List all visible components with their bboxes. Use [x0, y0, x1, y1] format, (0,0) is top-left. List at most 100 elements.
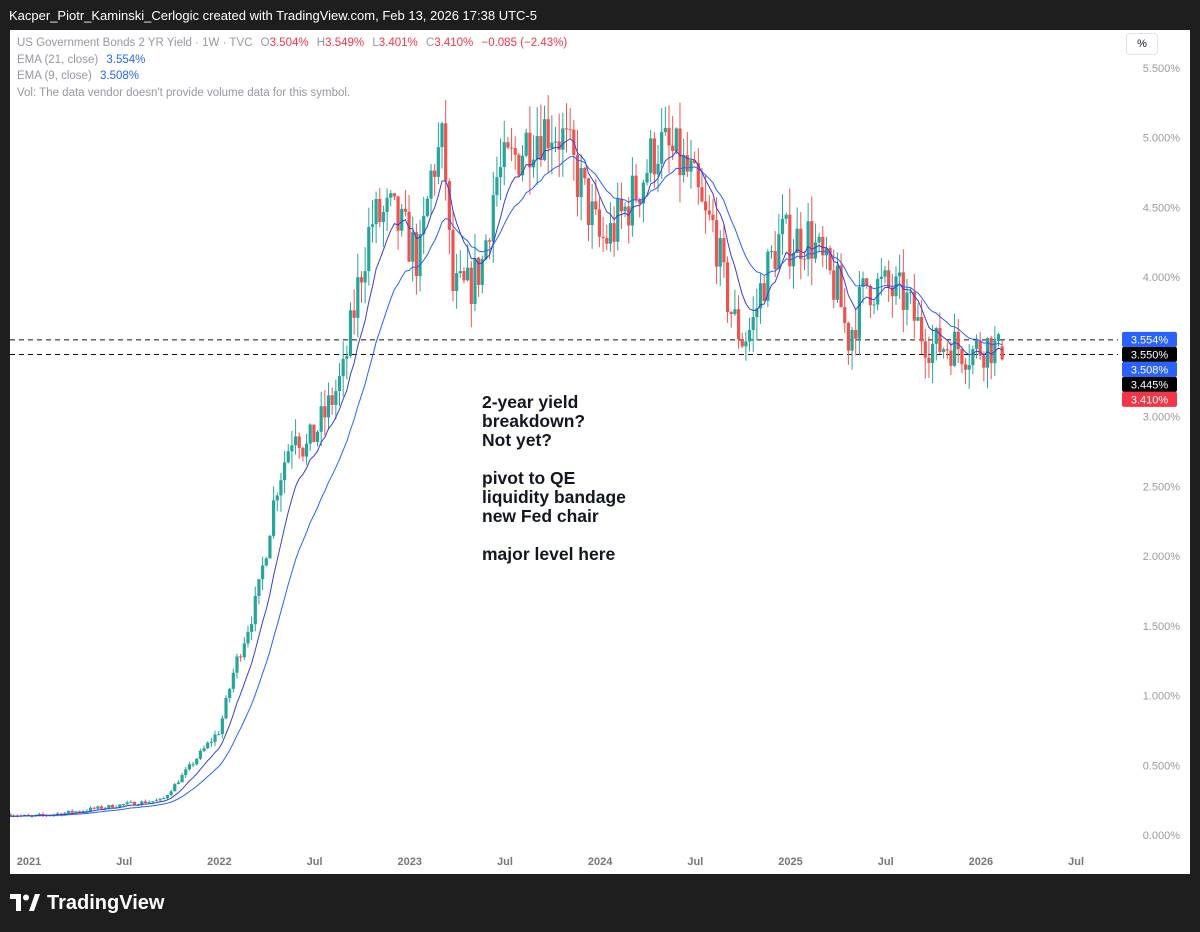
legend-close-value: 3.410% — [434, 37, 474, 49]
candle-body — [656, 163, 660, 175]
candle-body — [649, 138, 653, 173]
candle-body — [945, 349, 949, 351]
x-tick-label: Jul — [497, 856, 513, 868]
x-tick-label: 2024 — [588, 856, 613, 868]
candle-body — [974, 340, 979, 350]
candle-body — [235, 656, 239, 673]
legend-high-value: 3.549% — [325, 37, 365, 49]
chart-panel[interactable]: US Government Bonds 2 YR Yield · 1W · TV… — [10, 30, 1190, 874]
candle-body — [359, 277, 364, 283]
candle-body — [10, 814, 12, 817]
y-tick-label: 4.500% — [1143, 202, 1181, 214]
candle-body — [883, 270, 887, 277]
candle-body — [575, 154, 580, 198]
x-tick-label: 2023 — [398, 856, 422, 868]
candle-body — [846, 322, 850, 351]
candle-body — [293, 436, 298, 446]
legend-ema21-row[interactable]: EMA (21, close) 3.554% — [17, 52, 567, 69]
candle-body — [784, 214, 788, 219]
candle-body — [850, 329, 854, 351]
price-tag-label: 3.550% — [1131, 349, 1169, 361]
candle-body — [978, 340, 982, 356]
candle-body — [597, 209, 602, 237]
candle-body — [37, 813, 41, 815]
candle-body — [348, 310, 353, 356]
candle-body — [839, 265, 843, 308]
candle-body — [330, 395, 334, 405]
candle-body — [272, 500, 276, 536]
candle-body — [498, 167, 503, 178]
candle-body — [857, 286, 861, 339]
candle-body — [872, 304, 876, 306]
price-tag-box — [1122, 361, 1177, 377]
candle-body — [887, 270, 891, 288]
candle-body — [700, 187, 704, 202]
legend-close-label: C — [425, 37, 435, 49]
candle-body — [766, 251, 770, 301]
y-tick-label: 4.000% — [1143, 272, 1181, 284]
candle-body — [162, 798, 166, 800]
y-tick-label: 3.000% — [1143, 412, 1181, 424]
y-tick-label: 0.000% — [1143, 830, 1181, 842]
price-tag: 3.445% — [1122, 376, 1177, 392]
candle-body — [905, 292, 909, 310]
legend-symbol[interactable]: US Government Bonds 2 YR Yield · 1W · TV… — [17, 37, 253, 49]
candle-body — [444, 123, 448, 182]
candle-body — [682, 155, 686, 176]
candle-body — [140, 801, 144, 805]
candle-body — [652, 138, 656, 175]
percent-scale-button[interactable]: % — [1126, 33, 1158, 55]
candle-body — [502, 142, 506, 168]
candle-body — [993, 341, 997, 364]
candle-body — [85, 810, 89, 812]
legend-ema9-row[interactable]: EMA (9, close) 3.508% — [17, 68, 567, 85]
candle-body — [707, 210, 711, 215]
ema-lines — [10, 138, 1003, 817]
candle-body — [96, 806, 100, 809]
candle-body — [180, 775, 184, 783]
candle-body — [828, 248, 832, 271]
candle-body — [733, 309, 737, 315]
x-tick-label: Jul — [687, 856, 703, 868]
candle-body — [506, 142, 510, 148]
candle-body — [198, 750, 202, 759]
candle-body — [77, 811, 82, 813]
candle-body — [326, 395, 331, 418]
candle-body — [524, 132, 528, 156]
candle-body — [909, 291, 913, 293]
y-tick-label: 1.500% — [1143, 621, 1181, 633]
legend-ema21-value: 3.554% — [106, 53, 146, 66]
candle-body — [319, 406, 323, 432]
candle-body — [773, 251, 777, 270]
candle-body — [634, 175, 638, 200]
candle-body — [660, 132, 664, 164]
candle-body — [769, 251, 774, 253]
candle-body — [356, 277, 360, 318]
candle-body — [418, 234, 422, 277]
legend-ema21-label: EMA (21, close) — [17, 53, 99, 66]
candle-body — [209, 741, 213, 743]
price-tag: 3.410% — [1122, 391, 1177, 407]
candle-body — [422, 215, 426, 235]
candle-body — [279, 480, 283, 496]
candle-body — [788, 214, 792, 267]
candle-body — [484, 240, 488, 260]
horizontal-levels — [10, 339, 1118, 356]
candle-body — [879, 276, 883, 279]
candle-body — [297, 436, 301, 448]
candle-body — [755, 308, 759, 318]
candle-body — [187, 764, 191, 770]
candle-body — [949, 350, 953, 366]
candle-body — [55, 813, 60, 815]
candle-body — [579, 168, 583, 198]
candle-body — [901, 272, 905, 310]
candle-body — [740, 339, 744, 347]
candle-body — [693, 160, 697, 163]
x-tick-label: 2025 — [778, 856, 802, 868]
candle-body — [250, 624, 254, 632]
legend-low-value: 3.401% — [378, 37, 418, 49]
price-tag-label: 3.554% — [1131, 334, 1169, 346]
price-chart[interactable]: 5.500% 5.000% 4.500% 4.000% 3.000% 2.500% 2.00… — [10, 30, 1190, 874]
candle-body — [176, 782, 181, 784]
candle-body — [561, 128, 565, 150]
